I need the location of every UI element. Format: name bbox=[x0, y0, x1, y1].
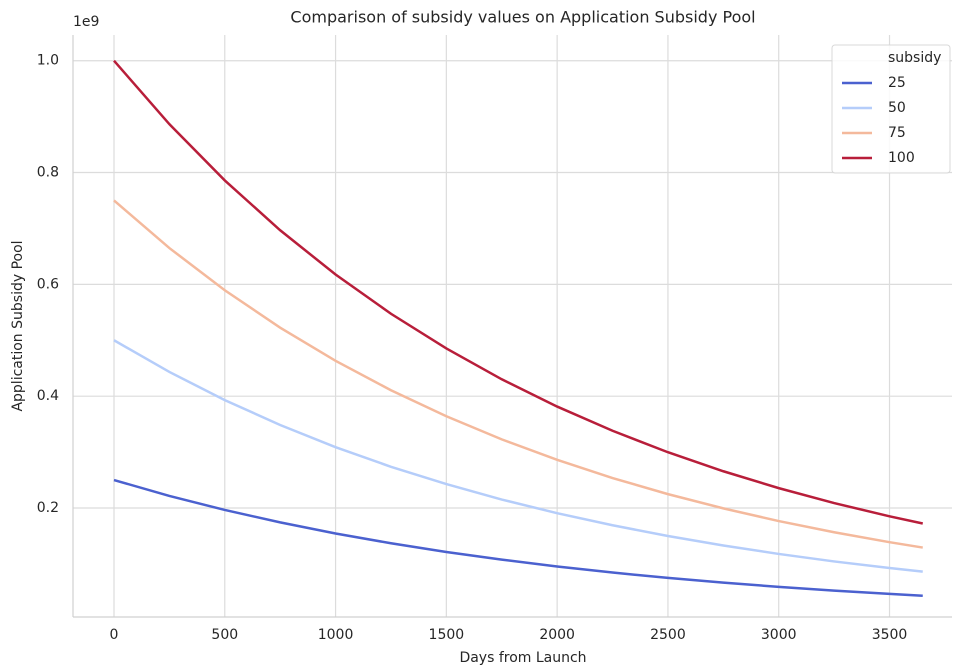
legend-label: 100 bbox=[888, 150, 915, 166]
x-axis-label: Days from Launch bbox=[459, 650, 586, 666]
y-tick-label: 0.2 bbox=[37, 500, 59, 516]
x-tick-label: 2500 bbox=[650, 627, 686, 643]
y-tick-label: 0.4 bbox=[37, 388, 59, 404]
x-tick-label: 3500 bbox=[872, 627, 908, 643]
line bbox=[113, 339, 923, 573]
line bbox=[113, 199, 923, 549]
y-tick-label: 1.0 bbox=[37, 53, 59, 69]
legend-label: 25 bbox=[888, 75, 906, 91]
x-tick-label: 2000 bbox=[539, 627, 575, 643]
x-tick-label: 1500 bbox=[429, 627, 465, 643]
line bbox=[113, 478, 923, 597]
legend-label: 50 bbox=[888, 100, 906, 116]
y-axis-label: Application Subsidy Pool bbox=[10, 240, 26, 411]
x-tick-label: 500 bbox=[211, 627, 238, 643]
y-tick-label: 0.6 bbox=[37, 276, 59, 292]
y-offset-label: 1e9 bbox=[73, 14, 99, 30]
legend-box bbox=[831, 44, 951, 174]
legend-title: subsidy bbox=[888, 50, 941, 66]
x-tick-label: 3000 bbox=[761, 627, 797, 643]
line bbox=[113, 59, 924, 525]
y-tick-label: 0.8 bbox=[37, 165, 59, 181]
x-tick-label: 0 bbox=[110, 627, 119, 643]
chart-title: Comparison of subsidy values on Applicat… bbox=[290, 8, 755, 27]
legend-label: 75 bbox=[888, 125, 906, 141]
x-tick-label: 1000 bbox=[318, 627, 354, 643]
